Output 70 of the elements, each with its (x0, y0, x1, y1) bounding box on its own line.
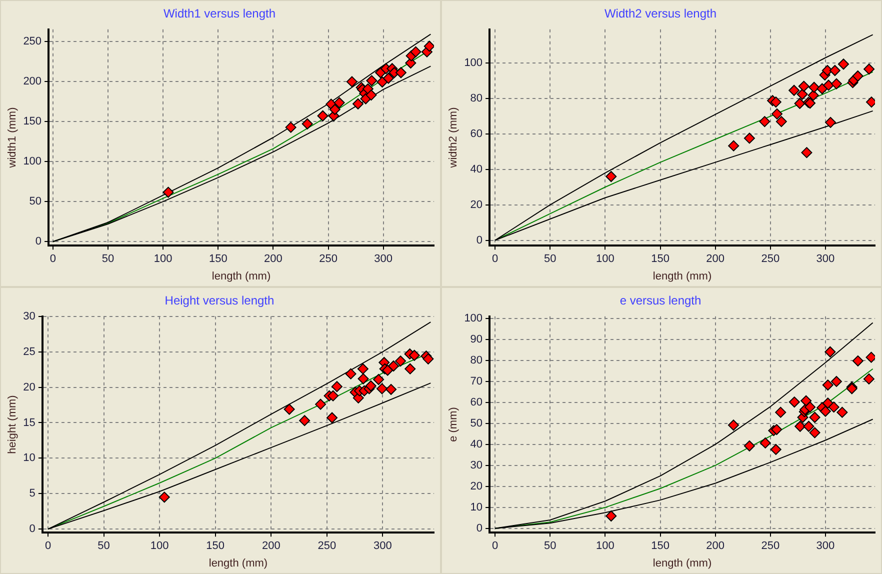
y-tick-label: 50 (470, 417, 483, 430)
x-tick-label: 0 (50, 253, 56, 266)
x-tick-label: 150 (651, 540, 670, 552)
y-tick-label: 100 (464, 312, 483, 325)
y-tick-label: 10 (23, 452, 36, 464)
chart-title: Height versus length (164, 294, 274, 308)
x-tick-label: 100 (154, 253, 172, 266)
y-tick-label: 40 (470, 438, 483, 450)
x-axis-title: length (mm) (652, 270, 712, 282)
chart-title: Width2 versus length (604, 6, 717, 21)
x-tick-label: 100 (150, 540, 169, 552)
y-tick-label: 5 (29, 488, 36, 500)
y-tick-label: 80 (470, 92, 483, 105)
x-tick-label: 50 (98, 540, 110, 552)
x-tick-label: 50 (102, 253, 114, 266)
x-axis-title: length (mm) (652, 557, 712, 570)
y-tick-label: 20 (23, 381, 36, 394)
x-tick-label: 300 (816, 540, 835, 552)
y-tick-label: 100 (23, 156, 42, 168)
x-tick-label: 200 (706, 540, 724, 552)
y-tick-label: 40 (470, 163, 483, 176)
y-tick-label: 20 (470, 480, 483, 492)
x-tick-label: 250 (761, 540, 780, 552)
y-tick-label: 80 (470, 354, 483, 367)
y-tick-label: 15 (23, 416, 36, 429)
y-tick-label: 100 (464, 57, 483, 70)
x-tick-label: 300 (816, 253, 835, 266)
y-tick-label: 0 (29, 523, 36, 536)
x-axis-title: length (mm) (212, 270, 271, 282)
x-tick-label: 50 (544, 253, 556, 266)
x-tick-label: 250 (318, 540, 336, 552)
x-tick-label: 50 (544, 540, 556, 552)
x-tick-label: 200 (264, 253, 282, 266)
x-tick-label: 0 (492, 540, 498, 552)
y-axis-title: width2 (mm) (448, 107, 460, 169)
x-tick-label: 300 (374, 253, 393, 266)
y-tick-label: 0 (35, 236, 42, 248)
x-tick-label: 0 (492, 253, 498, 266)
chart-title: e versus length (620, 294, 702, 308)
y-tick-label: 70 (470, 376, 483, 388)
x-tick-label: 150 (651, 253, 670, 266)
y-tick-label: 60 (470, 128, 483, 140)
x-tick-label: 0 (44, 540, 52, 552)
y-tick-label: 50 (29, 196, 42, 208)
x-tick-label: 150 (206, 540, 225, 552)
y-tick-label: 0 (476, 522, 483, 534)
x-axis-title: length (mm) (208, 557, 268, 570)
x-tick-label: 200 (706, 253, 724, 266)
x-tick-label: 150 (208, 253, 228, 266)
y-tick-label: 30 (23, 310, 36, 322)
y-tick-label: 30 (470, 459, 483, 472)
y-tick-label: 25 (23, 346, 36, 358)
y-tick-label: 250 (23, 35, 42, 48)
y-tick-label: 20 (470, 198, 483, 211)
y-tick-label: 150 (23, 116, 42, 128)
y-axis-title: e (mm) (448, 407, 460, 442)
chart-title: Width1 versus length (163, 6, 276, 21)
y-tick-label: 90 (470, 334, 483, 346)
y-axis-title: height (mm) (6, 395, 19, 454)
x-tick-label: 250 (761, 253, 780, 266)
x-tick-label: 250 (319, 253, 338, 266)
x-tick-label: 300 (374, 540, 392, 552)
y-axis-title: width1 (mm) (6, 107, 19, 169)
y-tick-label: 60 (470, 396, 483, 408)
x-tick-label: 100 (596, 253, 614, 266)
y-tick-label: 200 (23, 75, 42, 88)
y-tick-label: 10 (470, 501, 483, 514)
y-tick-label: 0 (476, 234, 483, 246)
x-tick-label: 200 (262, 540, 280, 552)
x-tick-label: 100 (596, 540, 614, 552)
